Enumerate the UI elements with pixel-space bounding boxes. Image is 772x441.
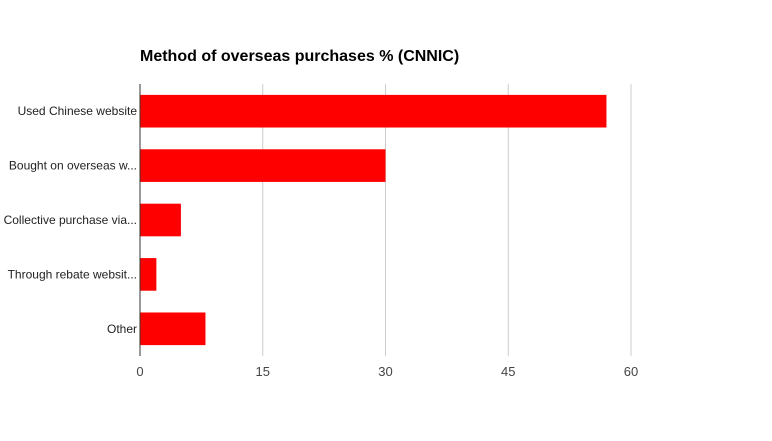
bars: [140, 94, 607, 346]
category-label: Through rebate websit...: [8, 267, 137, 281]
category-label: Other: [107, 322, 137, 336]
x-tick-label: 0: [136, 364, 143, 379]
bar[interactable]: [140, 258, 157, 291]
x-tick-labels: 0 15 30 45 60: [136, 364, 638, 379]
x-tick-label: 30: [378, 364, 392, 379]
bar[interactable]: [140, 312, 206, 346]
category-label: Bought on overseas w...: [9, 159, 137, 173]
chart-title: Method of overseas purchases % (CNNIC): [140, 48, 459, 65]
category-labels: Used Chinese website Bought on overseas w…: [4, 104, 138, 336]
bar[interactable]: [140, 94, 607, 128]
x-tick-label: 15: [256, 364, 270, 379]
bar[interactable]: [140, 203, 181, 237]
grid: [262, 84, 632, 356]
x-tick-label: 60: [624, 364, 638, 379]
category-label: Collective purchase via...: [4, 213, 137, 227]
bar[interactable]: [140, 149, 386, 182]
x-tick-label: 45: [501, 364, 515, 379]
category-label: Used Chinese website: [18, 104, 138, 118]
